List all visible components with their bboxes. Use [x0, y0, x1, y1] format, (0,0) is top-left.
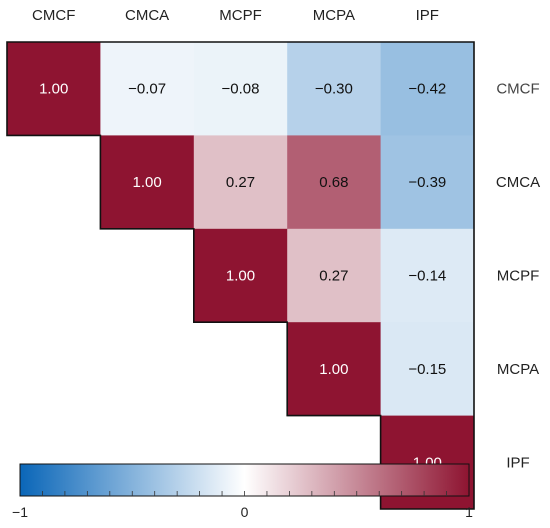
column-label-ipf: IPF — [416, 7, 439, 24]
column-label-mcpf: MCPF — [219, 7, 262, 24]
cell-value-label: 1.00 — [39, 81, 68, 98]
column-label-cmcf: CMCF — [32, 7, 75, 24]
column-label-mcpa: MCPA — [313, 7, 355, 24]
cell-value-label: 0.27 — [226, 174, 255, 191]
column-labels: CMCF CMCA MCPF MCPA IPF — [32, 7, 439, 24]
cell-value-label: 1.00 — [319, 361, 348, 378]
cell-value-label: −0.15 — [408, 361, 446, 378]
heatmap-cell-cmca-ipf — [380, 135, 475, 230]
heatmap-cell-mcpf-mcpf — [193, 228, 288, 323]
heatmap-cell-cmca-cmca — [100, 135, 195, 230]
row-label-ipf: IPF — [506, 454, 529, 471]
heatmap-cell-mcpf-ipf — [380, 228, 475, 323]
heatmap-cell-mcpa-ipf — [380, 322, 475, 417]
colorbar-tick-label: 1 — [465, 504, 473, 520]
cell-value-label: 1.00 — [132, 174, 161, 191]
colorbar-tick-label: 0 — [241, 504, 249, 520]
colorbar-gradient — [19, 463, 470, 497]
heatmap-cell-cmca-mcpa — [287, 135, 382, 230]
cell-value-label: −0.30 — [315, 81, 353, 98]
cell-value-label: 1.00 — [226, 268, 255, 285]
column-label-cmca: CMCA — [125, 7, 169, 24]
heatmap-cell-cmcf-ipf — [380, 42, 475, 136]
heatmap-cell-cmcf-mcpf — [193, 42, 288, 136]
colorbar: −1 0 1 — [12, 463, 473, 520]
heatmap-cell-cmcf-cmca — [100, 42, 195, 136]
row-label-cmcf: CMCF — [496, 81, 539, 98]
heatmap-cell-cmca-mcpf — [193, 135, 288, 230]
heatmap-cell-mcpa-mcpa — [287, 322, 382, 417]
colorbar-tick-label: −1 — [12, 504, 28, 520]
row-label-mcpf: MCPF — [497, 268, 540, 285]
cell-value-label: −0.14 — [408, 268, 446, 285]
cell-value-label: −0.39 — [408, 174, 446, 191]
cell-value-label: 0.68 — [319, 174, 348, 191]
cell-value-label: −0.07 — [128, 81, 166, 98]
heatmap-cells: 1.00 −0.07 −0.08 −0.30 −0.42 1.00 0.27 0.68 −0.3… — [7, 42, 475, 510]
cell-value-label: −0.08 — [222, 81, 260, 98]
triangle-outline — [6, 41, 475, 510]
heatmap-cell-cmcf-cmcf — [7, 42, 101, 136]
heatmap-cell-mcpf-mcpa — [287, 228, 382, 323]
cell-value-label: −0.42 — [408, 81, 446, 98]
row-labels: CMCF CMCA MCPF MCPA IPF — [496, 81, 540, 472]
heatmap-cell-cmcf-mcpa — [287, 42, 382, 136]
triangle-border — [6, 41, 475, 510]
cell-value-label: 0.27 — [319, 268, 348, 285]
row-label-mcpa: MCPA — [497, 361, 539, 378]
row-label-cmca: CMCA — [496, 174, 540, 191]
